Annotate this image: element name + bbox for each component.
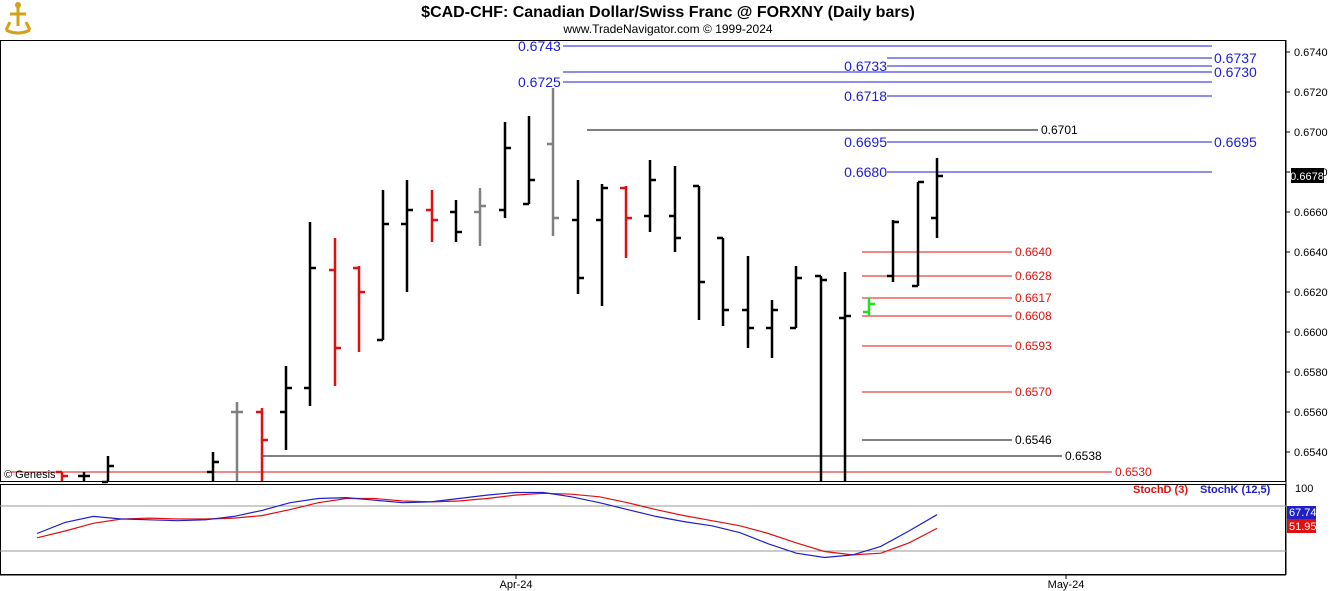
copyright-text: www.TradeNavigator.com © 1999-2024 <box>562 22 772 36</box>
legend-stochk: StochK (12,5) <box>1200 484 1271 496</box>
stochk-line <box>36 491 938 559</box>
genesis-watermark: © Genesis <box>4 469 56 481</box>
stochd-value: 51.95 <box>1289 521 1317 533</box>
blue-level-label: 0.6730 <box>1214 64 1257 80</box>
y-tick-label: 0.6740 <box>1294 47 1328 59</box>
logo-icon <box>2 2 34 36</box>
stochd-line <box>36 492 938 556</box>
blue-level-label: 0.6743 <box>518 38 561 54</box>
price-y-axis: 0.67400.67200.67000.66800.66600.66400.66… <box>1286 47 1328 459</box>
y-tick-label: 0.6720 <box>1294 87 1328 99</box>
stochd-value-box <box>1287 519 1316 533</box>
y-tick-label: 0.6540 <box>1294 447 1328 459</box>
blue-level-label: 0.6733 <box>844 58 887 74</box>
black-level-label: 0.6701 <box>1041 123 1078 137</box>
blue-level-label: 0.6680 <box>844 164 887 180</box>
chart-title: $CAD-CHF: Canadian Dollar/Swiss Franc @ … <box>421 4 915 21</box>
x-label-apr: Apr-24 <box>499 579 532 591</box>
price-pane-frame <box>0 40 1286 482</box>
y-tick-label: 0.6700 <box>1294 127 1328 139</box>
y-tick-label: 0.6640 <box>1294 247 1328 259</box>
last-price-box <box>1291 168 1324 183</box>
stoch-axis-100: 100 <box>1295 483 1313 495</box>
price-bars <box>56 88 943 484</box>
red-level-label: 0.6530 <box>1115 465 1152 479</box>
blue-level-label: 0.6725 <box>518 74 561 90</box>
stoch-lines <box>36 491 938 559</box>
red-level-label: 0.6593 <box>1015 339 1052 353</box>
black-level-label: 0.6538 <box>1065 449 1102 463</box>
stochk-value: 67.74 <box>1289 507 1317 519</box>
stoch-pane-frame <box>0 484 1286 575</box>
legend-stochd: StochD (3) <box>1133 484 1188 496</box>
y-tick-label: 0.6660 <box>1294 207 1328 219</box>
stochk-value-box <box>1287 506 1316 519</box>
y-tick-label: 0.6620 <box>1294 287 1328 299</box>
red-level-label: 0.6628 <box>1015 269 1052 283</box>
red-level-label: 0.6640 <box>1015 245 1052 259</box>
blue-level-label: 0.6695 <box>1214 134 1257 150</box>
red-level-label: 0.6570 <box>1015 385 1052 399</box>
level-lines: 0.6743 0.6737 0.6733 0.6730 0.6725 0.6718 0.66… <box>10 38 1257 479</box>
blue-level-label: 0.6695 <box>844 134 887 150</box>
red-level-label: 0.6617 <box>1015 291 1052 305</box>
y-tick-label: 0.6600 <box>1294 327 1328 339</box>
blue-level-label: 0.6718 <box>844 88 887 104</box>
black-level-label: 0.6546 <box>1015 433 1052 447</box>
last-price-label: 0.6678 <box>1290 171 1324 183</box>
y-tick-label: 0.6560 <box>1294 407 1328 419</box>
blue-level-label: 0.6737 <box>1214 50 1257 66</box>
red-level-label: 0.6608 <box>1015 309 1052 323</box>
y-tick-label: 0.6580 <box>1294 367 1328 379</box>
x-label-may: May-24 <box>1048 579 1085 591</box>
